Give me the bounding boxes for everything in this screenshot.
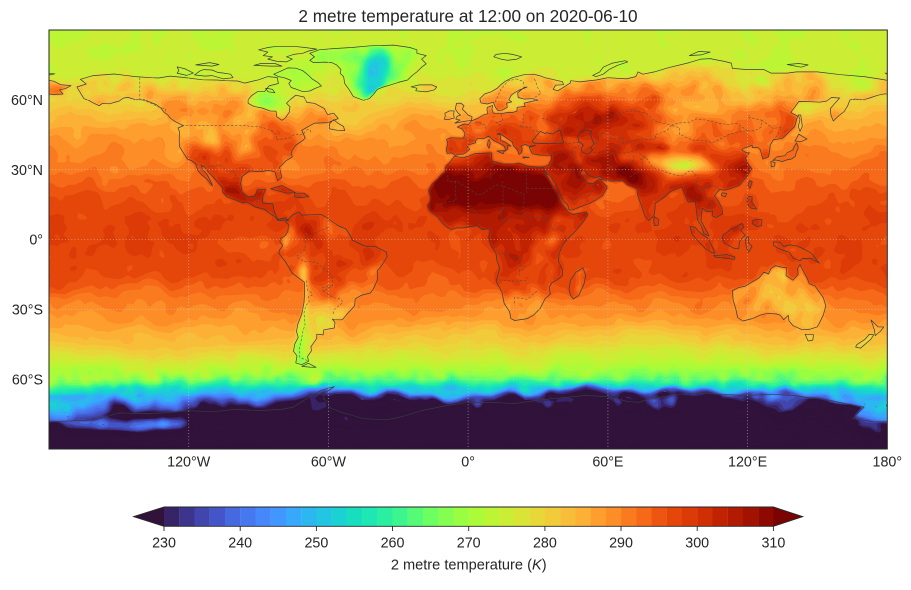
svg-text:30°N: 30°N (11, 163, 43, 179)
svg-text:2 metre temperature at 12:00 o: 2 metre temperature at 12:00 on 2020-06-… (298, 6, 637, 26)
svg-text:30°S: 30°S (12, 303, 43, 319)
svg-text:230: 230 (152, 536, 176, 552)
svg-text:120°W: 120°W (167, 455, 211, 471)
svg-text:2 metre temperature (K): 2 metre temperature (K) (391, 558, 547, 574)
svg-text:240: 240 (228, 536, 252, 552)
svg-text:0°: 0° (461, 455, 475, 471)
svg-text:60°S: 60°S (12, 372, 43, 388)
svg-text:180°: 180° (873, 455, 903, 471)
svg-text:60°W: 60°W (311, 455, 347, 471)
svg-text:270: 270 (457, 536, 481, 552)
svg-text:60°N: 60°N (11, 93, 43, 109)
svg-text:60°E: 60°E (592, 455, 623, 471)
svg-text:0°: 0° (29, 233, 43, 249)
svg-text:250: 250 (304, 536, 328, 552)
svg-text:300: 300 (685, 536, 709, 552)
svg-text:280: 280 (533, 536, 557, 552)
svg-text:310: 310 (761, 536, 785, 552)
svg-text:120°E: 120°E (728, 455, 767, 471)
svg-text:290: 290 (609, 536, 633, 552)
svg-text:260: 260 (381, 536, 405, 552)
